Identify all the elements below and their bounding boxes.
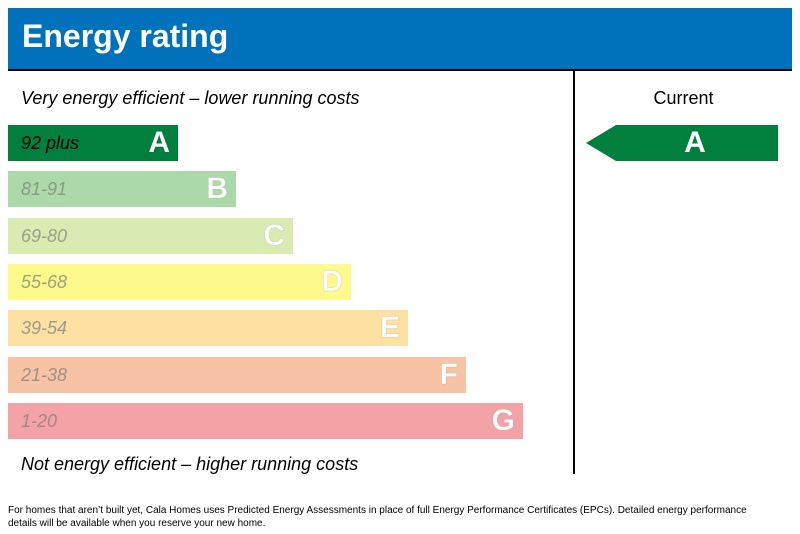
band-letter: A xyxy=(148,126,170,160)
rating-band-a: 92 plus A xyxy=(8,125,178,161)
current-rating-arrow-shape xyxy=(586,125,778,161)
band-range-label: 81-91 xyxy=(21,179,68,199)
rating-band-e: 39-54 E xyxy=(8,310,408,346)
band-range-label: 69-80 xyxy=(21,226,68,246)
panel-top-border xyxy=(8,69,792,71)
rating-band-f: 21-38 F xyxy=(8,357,466,393)
header-bar: Energy rating xyxy=(8,8,792,69)
panel-divider xyxy=(573,70,575,474)
current-column-header: Current xyxy=(653,88,714,108)
band-range-label: 21-38 xyxy=(21,365,68,385)
band-letter: G xyxy=(491,404,515,438)
band-letter: B xyxy=(206,172,228,206)
rating-band-g: 1-20 G xyxy=(8,403,523,439)
rating-band-b: 81-91 B xyxy=(8,171,236,207)
rating-band-d: 55-68 D xyxy=(8,264,351,300)
band-range-label: 1-20 xyxy=(21,411,58,431)
footer-note: For homes that aren’t built yet, Cala Ho… xyxy=(8,505,747,529)
band-range-label: 39-54 xyxy=(21,318,68,338)
band-letter: D xyxy=(321,265,343,299)
efficient-label: Very energy efficient – lower running co… xyxy=(21,88,360,108)
band-letter: F xyxy=(439,358,458,392)
page-title: Energy rating xyxy=(22,18,229,54)
current-rating-arrow xyxy=(586,125,778,161)
band-range-label: 92 plus xyxy=(21,133,80,153)
rating-band-c: 69-80 C xyxy=(8,218,293,254)
band-letter: C xyxy=(263,219,285,253)
inefficient-label: Not energy efficient – higher running co… xyxy=(21,454,359,474)
current-rating-letter: A xyxy=(684,126,706,159)
band-range-label: 55-68 xyxy=(21,272,68,292)
band-letter: E xyxy=(379,311,401,345)
